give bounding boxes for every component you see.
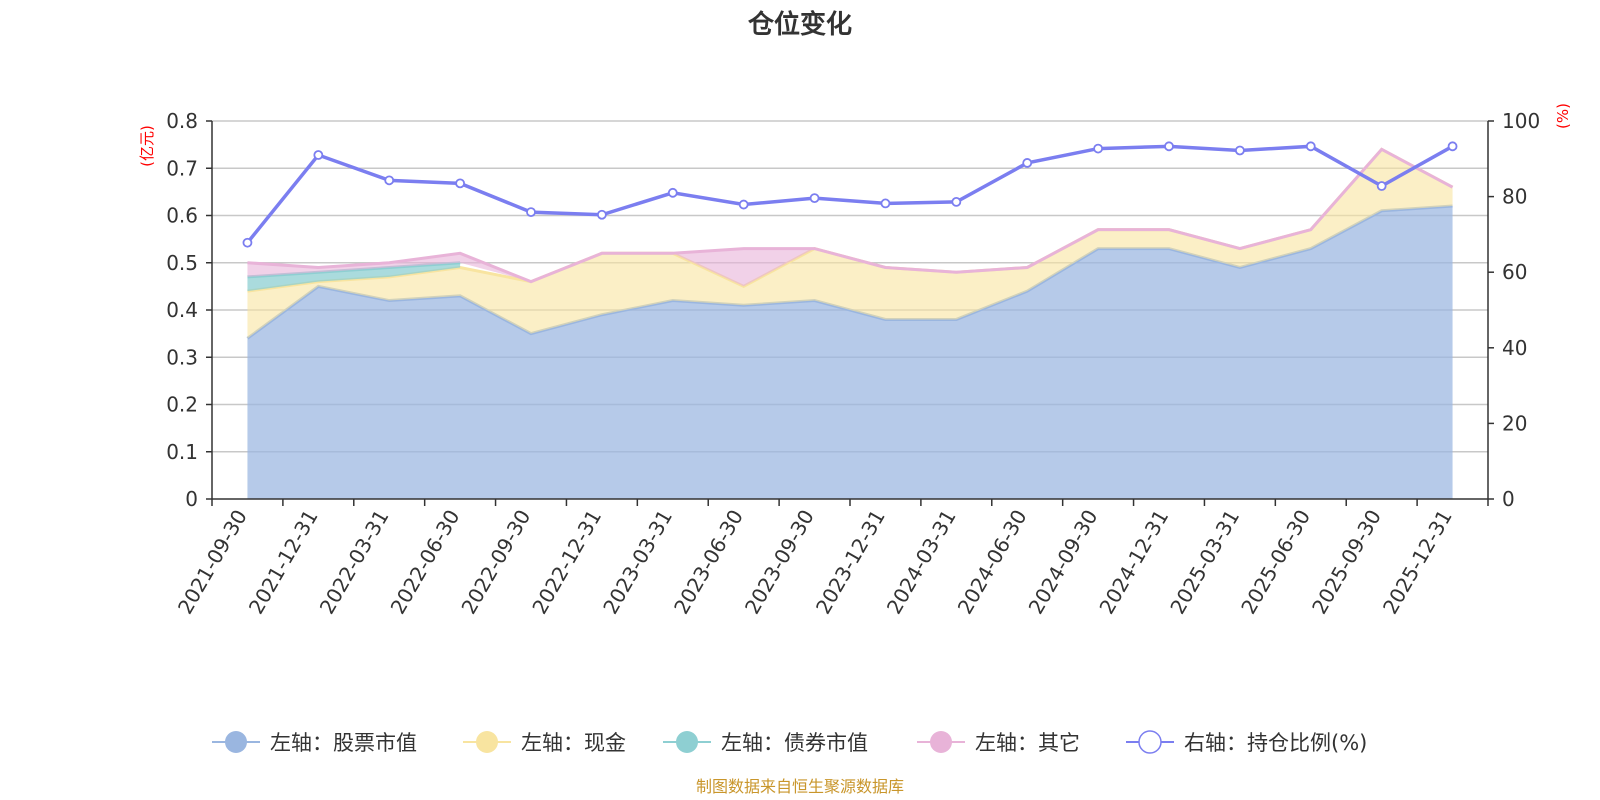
- ratio-point: [1093, 143, 1104, 154]
- ratio-point: [526, 207, 536, 217]
- x-axis-tick-label: 2024-03-31: [882, 505, 961, 618]
- legend-marker-5: [1138, 730, 1162, 754]
- area-series-layer: [246, 147, 1454, 500]
- left-axis-tick-label: 0.1: [166, 440, 198, 464]
- x-axis-tick-label: 2021-09-30: [173, 506, 252, 619]
- right-axis-tick-label: 0: [1502, 487, 1515, 511]
- ratio-point: [1305, 141, 1316, 152]
- ratio-point: [1447, 141, 1458, 152]
- ratio-point: [880, 198, 891, 209]
- x-axis-tick-label: 2024-09-30: [1024, 506, 1103, 619]
- left-axis-tick-label: 0.6: [166, 204, 198, 228]
- ratio-point: [809, 193, 820, 204]
- ratio-point: [1164, 141, 1174, 152]
- legend-marker-4: [930, 731, 952, 753]
- ratio-point: [1376, 181, 1387, 191]
- legend-label-1: 左轴：股票市值: [270, 731, 417, 755]
- right-axis-tick-label: 80: [1502, 185, 1527, 209]
- ratio-point: [455, 178, 466, 189]
- ratio-point: [951, 196, 962, 207]
- ratio-point: [384, 175, 395, 186]
- ratio-point: [738, 199, 749, 210]
- left-axis-tick-label: 0.7: [166, 156, 198, 180]
- ratio-point: [313, 150, 324, 160]
- legend-marker-1: [225, 731, 247, 753]
- ratio-line: [246, 144, 1454, 244]
- legend-label-3: 左轴：债券市值: [721, 731, 868, 755]
- left-axis-tick-label: 0.2: [166, 393, 198, 417]
- x-axis-tick-label: 2025-03-31: [1165, 506, 1244, 619]
- x-axis-tick-label: 2022-06-30: [386, 505, 465, 618]
- x-axis-tick-label: 2024-12-31: [1094, 506, 1173, 619]
- legend-label-2: 左轴：现金: [521, 731, 626, 755]
- left-axis-tick-label: 0.5: [166, 251, 198, 275]
- left-axis-tick-label: 0: [185, 487, 198, 511]
- x-axis-tick-label: 2023-12-31: [811, 506, 890, 619]
- legend: 左轴：股票市值 左轴：现金 左轴：债券市值 左轴：其它 右轴：持仓比例(%): [212, 730, 1367, 755]
- right-axis-tick-label: 20: [1502, 411, 1527, 435]
- ratio-line-layer: [242, 141, 1458, 248]
- data-source-footer: 制图数据来自恒生聚源数据库: [696, 777, 904, 796]
- x-axis-tick-label: 2023-03-31: [598, 506, 677, 619]
- ratio-point: [1234, 145, 1245, 156]
- x-axis-tick-label: 2022-09-30: [456, 506, 535, 619]
- x-axis-tick-label: 2022-03-31: [315, 506, 394, 619]
- legend-marker-3: [676, 731, 698, 753]
- x-axis-tick-label: 2022-12-31: [527, 506, 606, 619]
- legend-label-4: 左轴：其它: [975, 731, 1080, 755]
- ratio-point: [242, 237, 253, 248]
- x-axis-tick-label: 2025-06-30: [1236, 506, 1315, 619]
- legend-marker-2: [476, 731, 498, 753]
- x-axis-tick-label: 2023-09-30: [740, 506, 819, 619]
- legend-label-5: 右轴：持仓比例(%): [1184, 731, 1367, 755]
- right-axis-tick-label: 60: [1502, 260, 1527, 284]
- x-axis-tick-label: 2025-12-31: [1378, 506, 1457, 619]
- left-axis-tick-label: 0.4: [166, 298, 198, 322]
- left-axis-tick-label: 0.3: [166, 345, 198, 369]
- area-fill-3: [247, 262, 461, 292]
- right-axis-tick-label: 100: [1502, 109, 1540, 133]
- left-axis-unit: (亿元): [138, 125, 156, 167]
- area-fill-2: [247, 149, 1453, 339]
- ratio-point: [1022, 158, 1033, 168]
- ratio-point: [596, 209, 607, 220]
- chart-title: 仓位变化: [747, 9, 852, 40]
- ratio-point: [667, 187, 678, 198]
- x-axis-tick-label: 2023-06-30: [669, 506, 748, 619]
- area-edge-4: [247, 147, 1454, 284]
- x-axis-tick-label: 2021-12-31: [244, 506, 323, 619]
- right-axis-unit: (%): [1554, 103, 1572, 129]
- right-axis-tick-label: 40: [1502, 336, 1527, 360]
- x-axis-tick-label: 2024-06-30: [953, 506, 1032, 619]
- x-axis-tick-label: 2025-09-30: [1307, 506, 1386, 619]
- area-fill-1: [247, 206, 1453, 500]
- left-axis-tick-label: 0.8: [166, 109, 198, 133]
